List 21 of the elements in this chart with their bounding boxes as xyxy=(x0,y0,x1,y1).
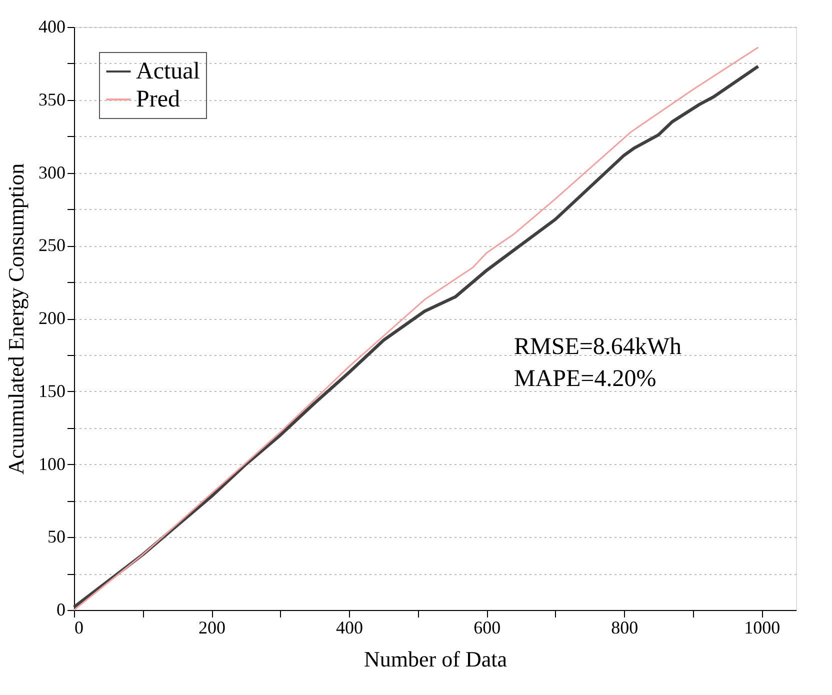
y-tick-label: 400 xyxy=(38,16,66,36)
y-tick-label: 50 xyxy=(48,526,66,547)
y-tick-label: 350 xyxy=(38,89,66,110)
y-tick-label: 0 xyxy=(56,600,66,620)
legend-label: Actual xyxy=(136,58,200,84)
x-tick-label: 800 xyxy=(611,618,638,638)
x-tick-label: 0 xyxy=(74,618,84,638)
y-tick-label: 200 xyxy=(38,308,66,328)
x-tick-label: 600 xyxy=(474,618,501,638)
legend-label: Pred xyxy=(136,86,180,112)
x-axis-title: Number of Data xyxy=(364,646,508,672)
x-tick-label: 400 xyxy=(336,618,364,638)
y-tick-label: 250 xyxy=(38,235,66,256)
y-tick-label: 100 xyxy=(38,454,66,474)
annotation: RMSE=8.64kWh xyxy=(514,334,682,360)
annotation: MAPE=4.20% xyxy=(514,366,656,392)
y-tick-label: 150 xyxy=(38,380,66,401)
y-axis-title: Acuumulated Energy Consumption xyxy=(4,163,28,475)
x-tick-label: 1000 xyxy=(744,618,780,638)
x-tick-label: 200 xyxy=(198,618,226,638)
y-tick-label: 300 xyxy=(38,162,66,182)
